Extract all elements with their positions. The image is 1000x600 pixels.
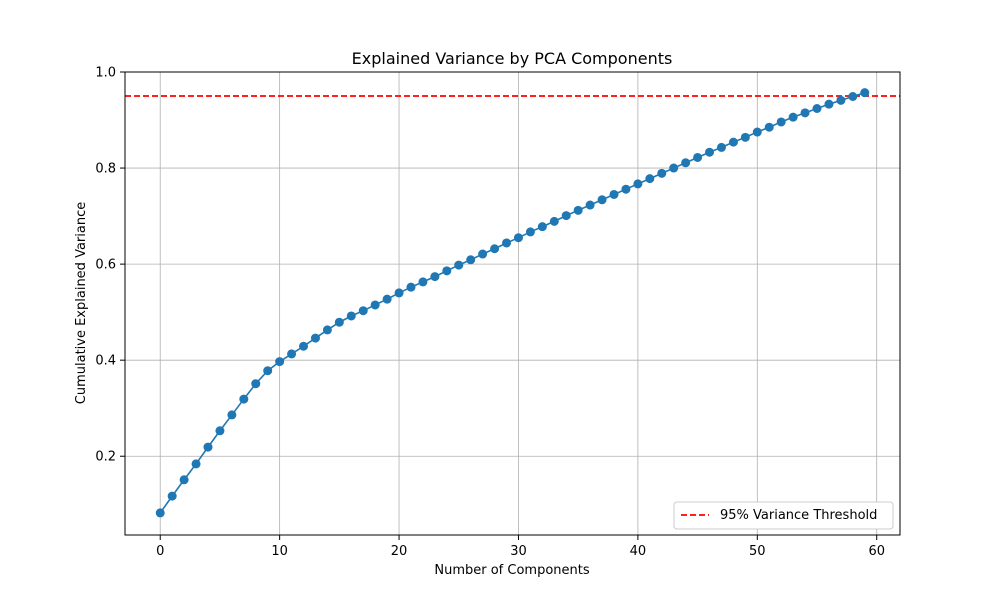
data-point: [633, 179, 643, 189]
data-point: [251, 379, 261, 389]
data-point: [609, 189, 619, 199]
data-point: [239, 394, 249, 404]
y-axis-label: Cumulative Explained Variance: [74, 202, 89, 404]
series-layer: [155, 88, 870, 518]
data-point: [191, 459, 201, 469]
data-point: [346, 311, 356, 321]
y-tick-label: 0.4: [95, 354, 116, 369]
data-point: [812, 104, 822, 114]
data-point: [693, 152, 703, 162]
data-point: [406, 282, 416, 292]
y-tick-label: 1.0: [95, 66, 116, 81]
data-point: [382, 294, 392, 304]
data-point: [561, 211, 571, 221]
data-point: [478, 249, 488, 259]
data-point: [776, 117, 786, 127]
data-point: [263, 366, 273, 376]
x-tick-label: 30: [510, 544, 527, 559]
legend-label-threshold: 95% Variance Threshold: [720, 508, 877, 523]
data-point: [167, 491, 177, 501]
x-tick-label: 50: [749, 544, 766, 559]
data-point: [740, 132, 750, 142]
data-point: [370, 300, 380, 310]
data-point: [621, 184, 631, 194]
data-point: [358, 306, 368, 316]
data-point: [800, 108, 810, 118]
data-point: [585, 200, 595, 210]
data-point: [310, 333, 320, 343]
x-tick-label: 40: [630, 544, 647, 559]
data-point: [525, 227, 535, 237]
data-point: [788, 112, 798, 122]
data-point: [442, 266, 452, 276]
data-point: [203, 442, 213, 452]
legend-box: [673, 501, 894, 530]
data-point: [860, 88, 870, 98]
data-point: [418, 277, 428, 287]
y-axis-ticks: 0.2 0.4 0.6 0.8 1.0: [95, 66, 125, 465]
data-point: [848, 91, 858, 101]
y-tick-label: 0.6: [95, 258, 116, 273]
grid: [125, 71, 900, 535]
x-tick-label: 0: [156, 544, 164, 559]
data-point: [502, 238, 512, 248]
x-tick-label: 10: [271, 544, 288, 559]
data-point: [597, 195, 607, 205]
y-tick-label: 0.2: [95, 450, 116, 465]
x-tick-label: 20: [391, 544, 408, 559]
data-point: [155, 508, 165, 518]
data-point: [215, 426, 225, 436]
data-point: [490, 244, 500, 254]
data-point: [466, 255, 476, 265]
data-point: [394, 288, 404, 298]
y-tick-label: 0.8: [95, 162, 116, 177]
x-tick-label: 60: [868, 544, 885, 559]
data-point: [573, 205, 583, 215]
data-point: [322, 325, 332, 335]
data-point: [430, 272, 440, 282]
legend: 95% Variance Threshold: [673, 501, 894, 530]
data-point: [645, 174, 655, 184]
data-point: [549, 216, 559, 226]
plot-frame: [124, 71, 901, 536]
data-point: [824, 99, 834, 109]
data-point: [227, 410, 237, 420]
data-point: [764, 122, 774, 132]
data-point: [657, 168, 667, 178]
data-point: [537, 222, 547, 232]
data-point: [705, 147, 715, 157]
x-axis-ticks: 0 10 20 30 40 50 60: [156, 535, 885, 559]
data-point: [728, 137, 738, 147]
x-axis-label: Number of Components: [434, 563, 589, 578]
data-point: [275, 357, 285, 367]
data-point: [454, 260, 464, 270]
data-point: [669, 163, 679, 173]
data-point: [681, 158, 691, 168]
data-point: [752, 127, 762, 137]
data-point: [836, 95, 846, 105]
data-point: [287, 349, 297, 359]
data-point: [716, 142, 726, 152]
data-point: [513, 233, 523, 243]
data-point: [179, 475, 189, 485]
chart-title: Explained Variance by PCA Components: [352, 49, 673, 68]
data-point: [334, 317, 344, 327]
data-point: [299, 341, 309, 351]
